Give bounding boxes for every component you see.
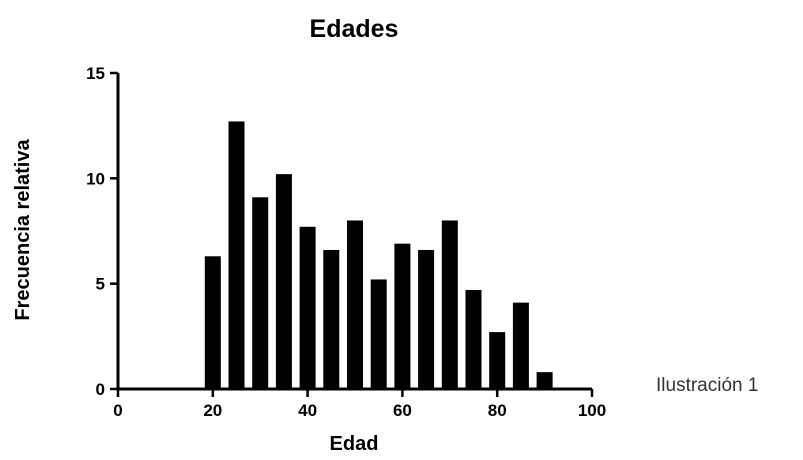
y-tick-label-0: 0 [96,380,105,399]
bar-90 [536,372,553,389]
bar-60 [394,243,411,389]
bar-80 [489,332,506,389]
bar-70 [441,220,458,389]
x-tick-label-100: 100 [578,401,606,420]
bar-25 [228,121,245,389]
bar-55 [370,279,387,389]
bar-65 [418,249,435,389]
bar-50 [347,220,363,389]
y-axis-label: Frecuencia relativa [12,139,34,321]
x-axis-label: Edad [330,433,379,455]
bar-40 [299,226,316,389]
bar-85 [512,302,529,389]
bar-20 [204,256,221,389]
bar-35 [275,174,292,389]
x-tick-label-60: 60 [393,401,412,420]
figure-caption: Ilustración 1 [656,375,759,396]
y-tick-label-15: 15 [86,64,105,83]
x-tick-label-80: 80 [488,401,507,420]
x-tick-label-20: 20 [203,401,222,420]
y-tick-label-5: 5 [96,275,105,294]
chart-title: Edades [310,15,399,43]
y-tick-label-10: 10 [86,169,105,188]
bars [204,121,553,389]
bar-30 [252,197,269,389]
bar-45 [323,249,340,389]
bar-75 [465,289,482,389]
x-tick-label-0: 0 [113,401,122,420]
tick-labels: 0 5 10 15 0 20 40 60 80 100 [86,64,606,420]
x-tick-label-40: 40 [298,401,317,420]
axes [110,71,594,397]
